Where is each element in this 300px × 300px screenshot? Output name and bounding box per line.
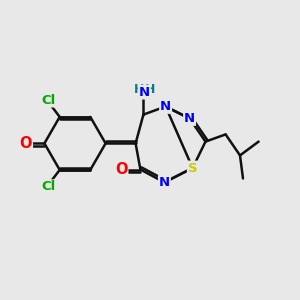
Text: N: N xyxy=(160,100,171,113)
Text: N: N xyxy=(159,176,170,189)
Text: H: H xyxy=(134,82,144,96)
Text: N: N xyxy=(184,112,195,125)
Text: S: S xyxy=(188,161,197,175)
Text: Cl: Cl xyxy=(42,180,56,193)
Text: H: H xyxy=(145,82,155,96)
Text: O: O xyxy=(20,136,32,151)
Text: Cl: Cl xyxy=(42,94,56,106)
Text: O: O xyxy=(115,162,128,177)
Text: N: N xyxy=(139,85,150,99)
